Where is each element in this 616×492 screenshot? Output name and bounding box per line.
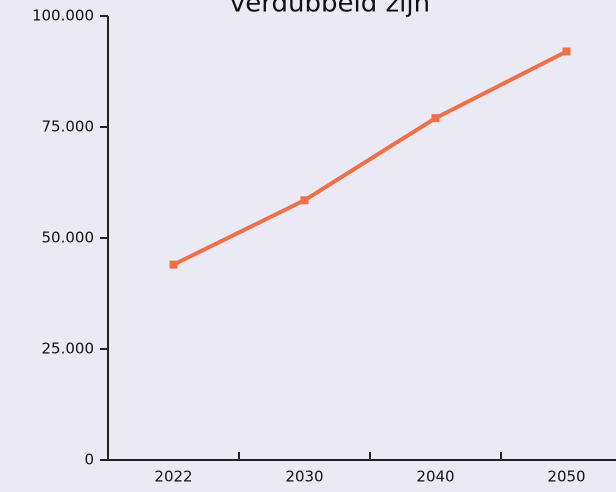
x-tick-label: 2040 — [416, 468, 454, 486]
y-tick-label: 75.000 — [42, 118, 95, 136]
x-tick-label: 2022 — [154, 468, 192, 486]
marker — [169, 260, 178, 269]
marker — [300, 196, 309, 205]
marker — [431, 114, 440, 123]
y-tick-label: 100.000 — [32, 7, 94, 25]
y-tick-label: 50.000 — [42, 229, 95, 247]
chart-title: verdubbeld zijn — [230, 0, 430, 19]
y-tick-label: 25.000 — [42, 340, 95, 358]
y-tick-label: 0 — [84, 451, 94, 469]
x-tick-label: 2030 — [285, 468, 323, 486]
line — [172, 49, 568, 267]
x-tick-label: 2050 — [547, 468, 585, 486]
marker — [562, 47, 571, 56]
